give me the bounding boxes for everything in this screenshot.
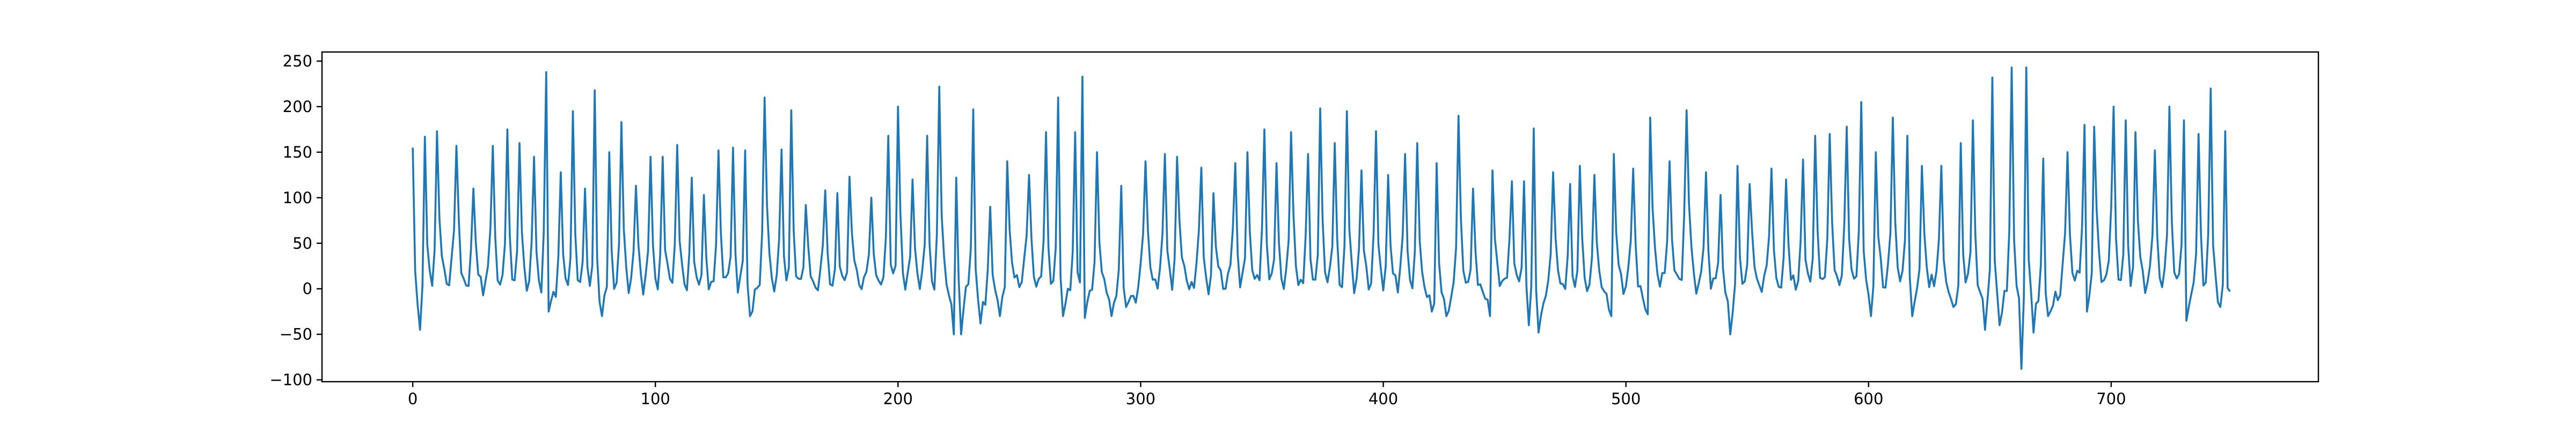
series-layer bbox=[412, 66, 2231, 370]
y-tick-label: 150 bbox=[283, 143, 312, 161]
y-tick-label: 200 bbox=[283, 98, 312, 116]
y-tick-label: 100 bbox=[283, 189, 312, 207]
y-tick-label: −100 bbox=[269, 371, 312, 389]
plot-frame bbox=[321, 51, 2319, 383]
series-line bbox=[412, 66, 2231, 370]
x-tick-label: 200 bbox=[883, 390, 913, 408]
x-tick-label: 600 bbox=[1854, 390, 1883, 408]
y-tick-label: 50 bbox=[292, 234, 312, 252]
x-axis: 0 100 200 300 400 500 600 700 bbox=[408, 382, 2126, 408]
y-axis: −100 −50 0 50 100 150 200 250 bbox=[269, 52, 322, 389]
x-tick-label: 700 bbox=[2096, 390, 2126, 408]
y-tick-label: −50 bbox=[280, 325, 312, 344]
x-tick-label: 300 bbox=[1126, 390, 1155, 408]
x-tick-label: 0 bbox=[408, 390, 418, 408]
x-tick-label: 400 bbox=[1368, 390, 1398, 408]
y-tick-label: 250 bbox=[283, 52, 312, 70]
x-tick-label: 500 bbox=[1611, 390, 1641, 408]
x-tick-label: 100 bbox=[641, 390, 670, 408]
y-tick-label: 0 bbox=[303, 280, 312, 298]
